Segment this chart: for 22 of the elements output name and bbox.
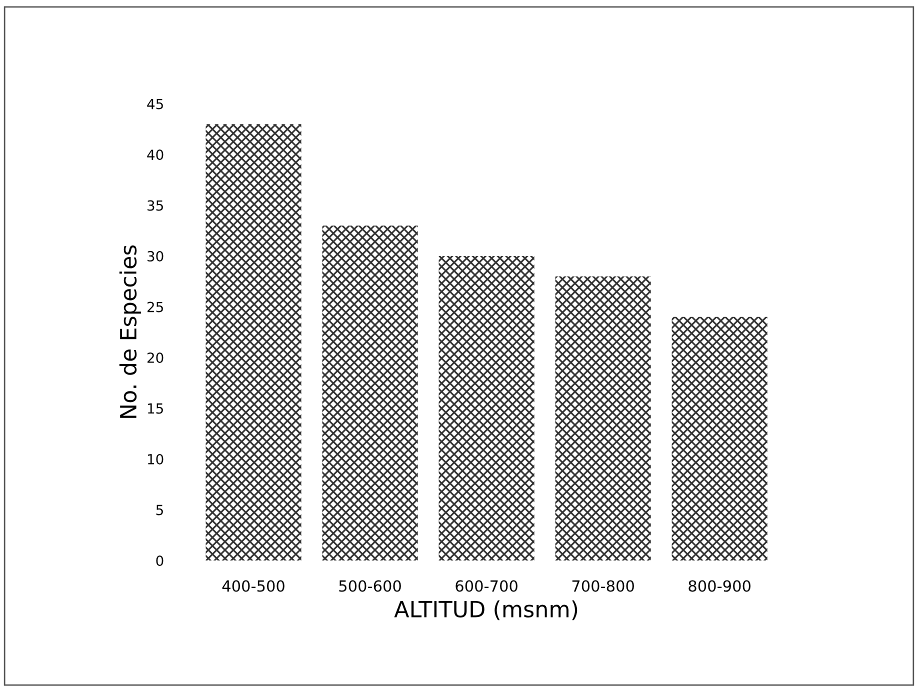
y-tick-label: 20 [148, 352, 164, 364]
y-tick-label: 30 [148, 251, 164, 262]
x-axis-title: ALTITUD (msnm) [394, 600, 578, 620]
bar [438, 256, 534, 561]
y-axis-title: No. de Especies [119, 245, 141, 418]
x-tick-label: 800-900 [688, 580, 750, 592]
y-tick-label: 35 [148, 200, 163, 211]
x-tick-label: 600-700 [456, 580, 518, 592]
y-tick-label: 15 [148, 403, 163, 414]
x-tick-label: 400-500 [222, 580, 284, 592]
x-tick-label: 500-600 [339, 580, 401, 592]
y-tick-label: 40 [147, 150, 164, 160]
x-tick-label: 700-800 [572, 580, 634, 592]
y-tick-label: 10 [148, 454, 164, 464]
bar [206, 124, 302, 561]
y-tick-label: 5 [156, 504, 163, 516]
bar [322, 226, 418, 561]
y-tick-label: 25 [148, 302, 163, 312]
y-tick-label: 45 [147, 98, 163, 110]
y-tick-label: 0 [156, 555, 164, 566]
bar [555, 276, 651, 561]
bar [672, 316, 768, 561]
